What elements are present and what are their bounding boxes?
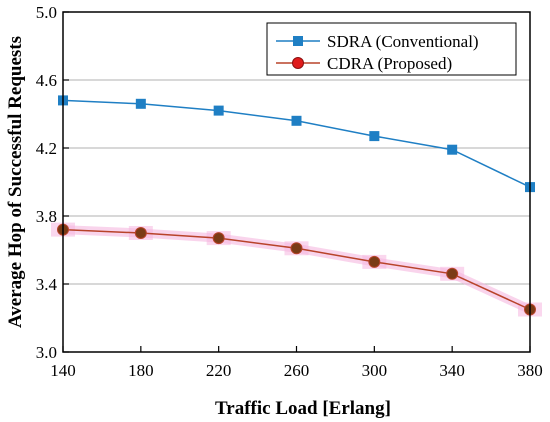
y-axis-title: Average Hop of Successful Requests (5, 36, 26, 328)
x-axis-title: Traffic Load [Erlang] (215, 398, 391, 419)
axis-ticks: 3.0 3.4 3.8 4.2 4.6 5.0 140 180 220 260 300 340 380 (36, 3, 543, 380)
legend-label-sdra: SDRA (Conventional) (327, 32, 479, 51)
legend-marker-sdra (293, 36, 303, 46)
y-tick-label: 3.8 (36, 207, 57, 226)
y-tick-label: 4.6 (36, 71, 57, 90)
data-point-circle (212, 232, 225, 245)
x-tick-label: 260 (284, 361, 310, 380)
data-point-circle (290, 242, 303, 255)
x-tick-label: 300 (362, 361, 388, 380)
grid-lines (63, 79, 530, 285)
series-lines (62, 99, 531, 311)
legend-marker-cdra (292, 57, 304, 69)
legend-box (266, 22, 517, 76)
y-tick-label: 3.4 (36, 275, 58, 294)
data-point-square (291, 115, 302, 126)
x-tick-label: 220 (206, 361, 232, 380)
data-point-circle (446, 267, 459, 280)
data-point-square (213, 105, 224, 116)
y-tick-label: 3.0 (36, 343, 57, 362)
x-tick-label: 340 (439, 361, 465, 380)
x-tick-label: 180 (128, 361, 154, 380)
data-point-circle (368, 255, 381, 268)
series-line-0 (62, 99, 531, 188)
data-point-square (135, 98, 146, 109)
data-point-square (447, 144, 458, 155)
data-point-circle (134, 227, 147, 239)
legend-label-cdra: CDRA (Proposed) (327, 54, 452, 73)
x-tick-label: 380 (517, 361, 543, 380)
y-tick-label: 5.0 (36, 3, 57, 22)
legend: SDRA (Conventional) CDRA (Proposed) (266, 22, 517, 76)
x-tick-label: 140 (50, 361, 76, 380)
data-point-square (369, 131, 380, 142)
error-bands (51, 222, 542, 317)
y-tick-label: 4.2 (36, 139, 57, 158)
